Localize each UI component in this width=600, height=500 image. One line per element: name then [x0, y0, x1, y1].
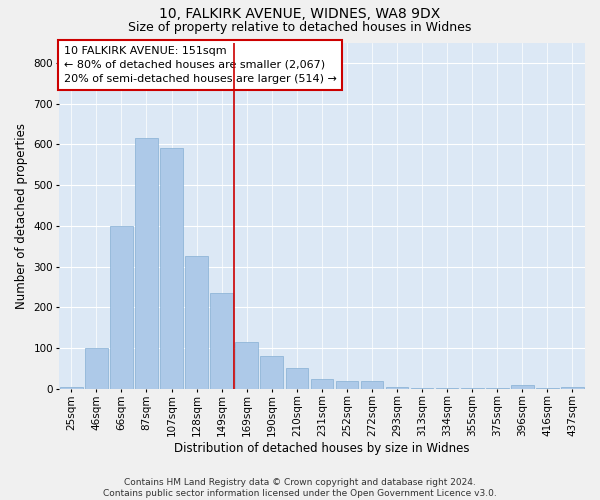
Y-axis label: Number of detached properties: Number of detached properties — [15, 122, 28, 308]
Bar — [235, 342, 258, 389]
Bar — [286, 368, 308, 389]
Bar — [85, 348, 107, 389]
X-axis label: Distribution of detached houses by size in Widnes: Distribution of detached houses by size … — [174, 442, 470, 455]
Bar — [386, 386, 409, 389]
Bar — [561, 386, 584, 389]
Bar — [311, 378, 333, 389]
Bar — [160, 148, 183, 389]
Bar — [335, 380, 358, 389]
Text: 10 FALKIRK AVENUE: 151sqm
← 80% of detached houses are smaller (2,067)
20% of se: 10 FALKIRK AVENUE: 151sqm ← 80% of detac… — [64, 46, 337, 84]
Text: Size of property relative to detached houses in Widnes: Size of property relative to detached ho… — [128, 21, 472, 34]
Text: 10, FALKIRK AVENUE, WIDNES, WA8 9DX: 10, FALKIRK AVENUE, WIDNES, WA8 9DX — [160, 8, 440, 22]
Bar — [60, 386, 83, 389]
Bar — [361, 380, 383, 389]
Bar — [260, 356, 283, 389]
Bar — [211, 293, 233, 389]
Bar — [411, 388, 433, 389]
Bar — [185, 256, 208, 389]
Text: Contains HM Land Registry data © Crown copyright and database right 2024.
Contai: Contains HM Land Registry data © Crown c… — [103, 478, 497, 498]
Bar — [511, 384, 533, 389]
Bar — [110, 226, 133, 389]
Bar — [135, 138, 158, 389]
